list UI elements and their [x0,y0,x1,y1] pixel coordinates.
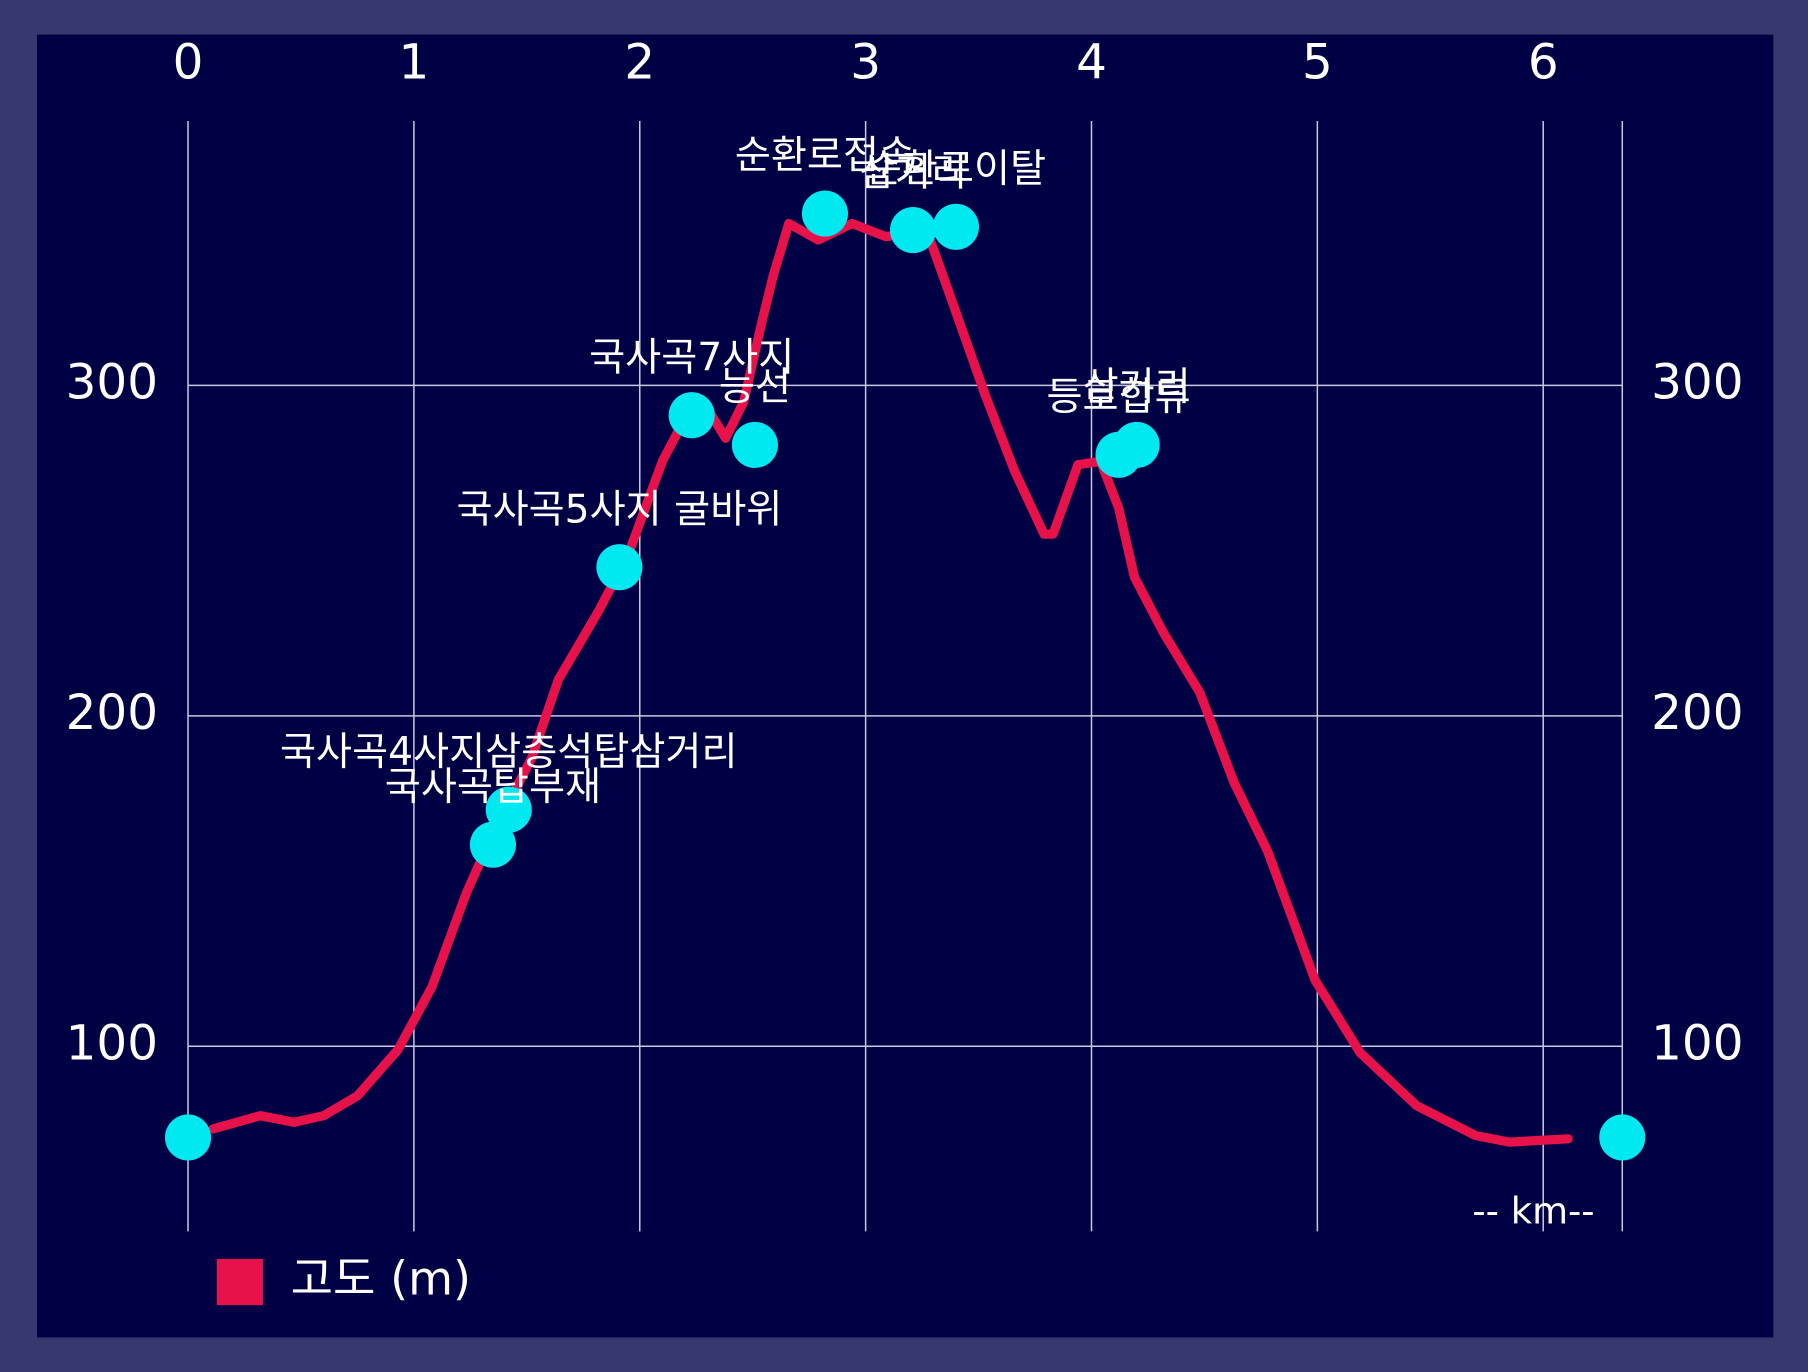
waypoint-label: 국사곡탑부재 [385,765,601,810]
y2-tick-label: 300 [1651,354,1743,410]
waypoint-label: 삼거리 [859,150,967,195]
waypoint [801,190,849,237]
x-tick-label: 4 [1076,35,1107,91]
waypoint [668,392,715,439]
x-tick-label: 6 [1528,35,1559,91]
waypoint-label: 국사곡7사지 [589,335,794,380]
x-tick-label: 3 [850,35,881,91]
waypoint-label: 국사곡5사지 굴바위 [457,487,783,532]
y-tick-label: 300 [66,354,158,410]
x-tick-label: 1 [398,35,429,91]
x-tick-label: 5 [1302,35,1333,91]
grid [187,121,1624,1232]
waypoint [889,207,937,254]
legend-label: 고도 (m) [291,1252,471,1306]
waypoint [469,821,517,868]
waypoint [1599,1114,1646,1161]
waypoint-label: 등로합류 [1046,375,1190,420]
waypoint-label: 능선 [719,365,791,410]
waypoint [485,786,532,833]
y2-tick-label: 100 [1651,1015,1743,1071]
y2-tick-label: 200 [1651,685,1743,741]
waypoint-label: 국사곡4사지삼층석탑삼거리 [280,730,738,775]
waypoint [164,1114,212,1161]
waypoint [1113,421,1160,468]
x-axis-label: -- km-- [1472,1189,1594,1232]
waypoint-label: 순환로접속 [735,134,915,179]
waypoint-label: 삼거리 [1083,365,1191,410]
waypoint [932,203,980,250]
x-tick-label: 0 [173,35,204,91]
waypoint [596,544,643,591]
legend-swatch [216,1259,263,1306]
x-tick-label: 2 [624,35,655,91]
waypoint-label: 순환로이탈 [866,147,1046,192]
waypoint [731,421,779,468]
y-tick-label: 200 [66,685,158,741]
y-tick-label: 100 [66,1015,158,1071]
